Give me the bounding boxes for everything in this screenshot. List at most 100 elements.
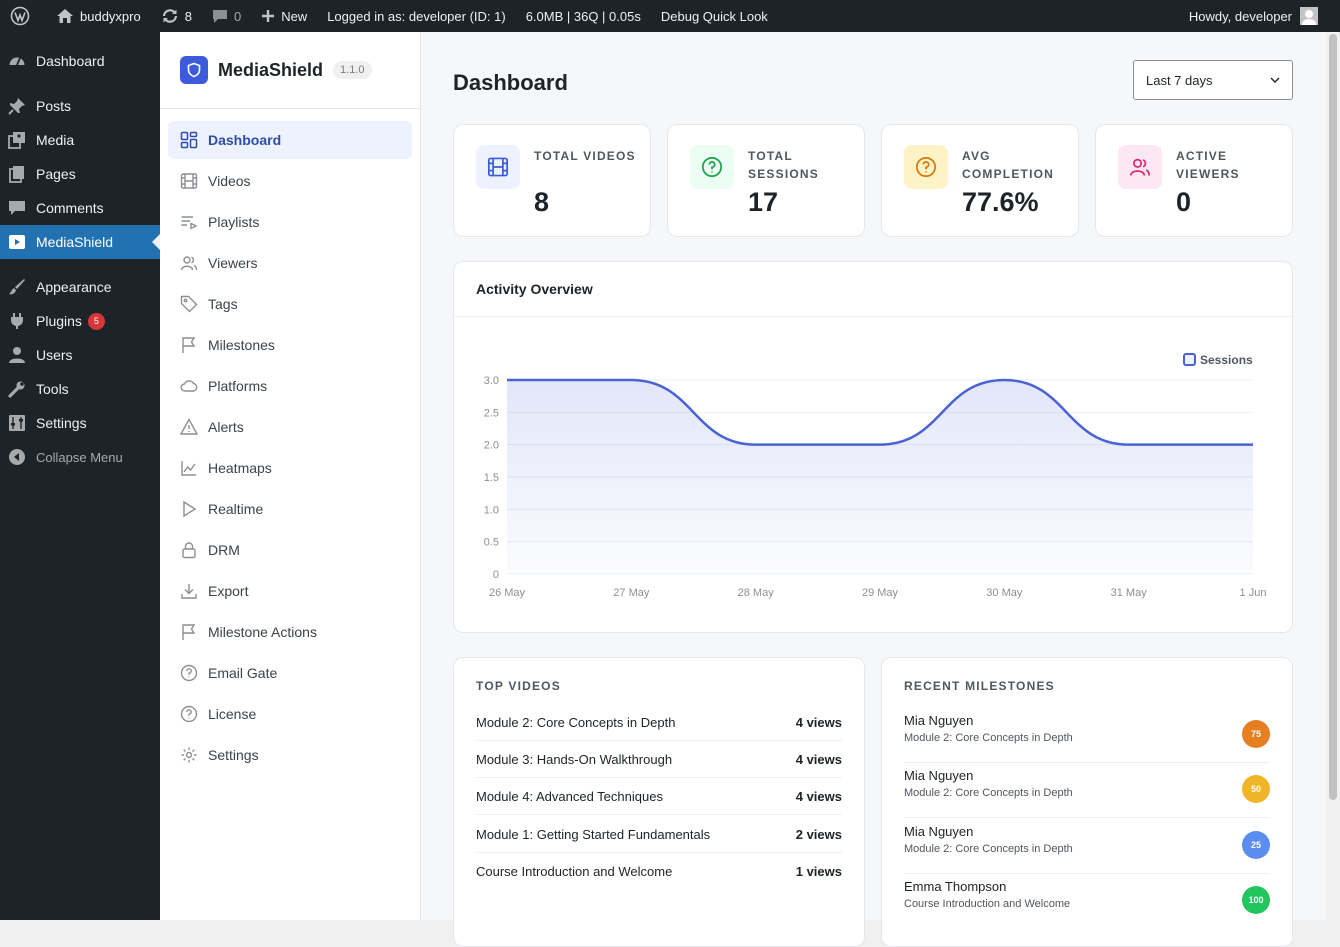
video-row[interactable]: Module 1: Getting Started Fundamentals 2 … [476, 816, 842, 853]
logged-in-info: Logged in as: developer (ID: 1) [317, 0, 516, 32]
menu-item-users[interactable]: Users [0, 338, 160, 372]
plugin-nav-settings[interactable]: Settings [168, 736, 412, 774]
shield-icon [187, 62, 201, 78]
film-icon [180, 173, 198, 189]
menu-item-media[interactable]: Media [0, 123, 160, 157]
plugin-nav-milestone-actions[interactable]: Milestone Actions [168, 613, 412, 651]
help-circle-icon [180, 664, 198, 682]
nav-label: Email Gate [208, 665, 278, 681]
plugin-nav-license[interactable]: License [168, 695, 412, 733]
grid-icon [180, 131, 198, 149]
gear-icon [181, 747, 197, 763]
stat-icon-box [690, 145, 734, 189]
menu-item-appearance[interactable]: Appearance [0, 270, 160, 304]
menu-item-dashboard[interactable]: Dashboard [0, 44, 160, 78]
stat-label: AVG COMPLETION [962, 149, 1054, 181]
nav-label: License [208, 706, 257, 722]
video-row[interactable]: Module 3: Hands-On Walkthrough 4 views [476, 741, 842, 778]
date-range-select[interactable]: Last 7 days [1133, 60, 1293, 100]
nav-label: Settings [208, 747, 259, 763]
stat-icon-box [904, 145, 948, 189]
plugin-nav-milestones[interactable]: Milestones [168, 326, 412, 364]
menu-item-tools[interactable]: Tools [0, 372, 160, 406]
download-icon [181, 584, 197, 599]
comments-link[interactable]: 0 [202, 0, 251, 32]
y-tick-label: 1.0 [484, 504, 499, 516]
plugin-nav-export[interactable]: Export [168, 572, 412, 610]
video-icon [9, 235, 25, 249]
comments-count: 0 [233, 8, 242, 24]
video-name: Module 1: Getting Started Fundamentals [476, 826, 711, 842]
home-icon [57, 9, 73, 23]
warning-icon [180, 418, 198, 435]
chart-icon [181, 461, 196, 476]
scrollbar-thumb[interactable] [1329, 34, 1337, 800]
y-tick-label: 0.5 [484, 537, 499, 549]
site-name-link[interactable]: buddyxpro [46, 0, 151, 32]
plugin-nav-dashboard[interactable]: Dashboard [168, 121, 412, 159]
stat-label: TOTAL SESSIONS [748, 149, 819, 181]
video-row[interactable]: Module 4: Advanced Techniques 4 views [476, 778, 842, 815]
plugin-nav-viewers[interactable]: Viewers [168, 244, 412, 282]
milestone-row: Mia Nguyen Module 2: Core Concepts in De… [904, 763, 1270, 818]
updates-link[interactable]: 8 [151, 0, 202, 32]
video-row[interactable]: Module 2: Core Concepts in Depth 4 views [476, 704, 842, 741]
plugin-nav-realtime[interactable]: Realtime [168, 490, 412, 528]
stat-label: ACTIVE VIEWERS [1176, 149, 1240, 181]
stat-card-total-videos: TOTAL VIDEOS 8 [453, 124, 651, 237]
nav-label: Dashboard [208, 132, 282, 148]
plugin-nav-drm[interactable]: DRM [168, 531, 412, 569]
question-circle-icon [915, 156, 937, 178]
nav-label: Alerts [208, 419, 244, 435]
x-tick-label: 31 May [1111, 587, 1148, 599]
wp-logo-menu[interactable] [0, 0, 46, 32]
video-views: 2 views [795, 826, 842, 842]
menu-item-posts[interactable]: Posts [0, 89, 160, 123]
menu-item-plugins[interactable]: Plugins 5 [0, 304, 160, 338]
stat-value: 0 [1176, 187, 1192, 217]
plugin-nav-alerts[interactable]: Alerts [168, 408, 412, 446]
video-title: Course Introduction and Welcome [904, 898, 1071, 910]
admin-menu: Dashboard Posts Media Pages Comments Med… [0, 32, 160, 920]
plugin-nav-heatmaps[interactable]: Heatmaps [168, 449, 412, 487]
new-content-link[interactable]: New [251, 0, 317, 32]
perf-info[interactable]: 6.0MB | 36Q | 0.05s [516, 0, 651, 32]
stat-card-active-viewers: ACTIVE VIEWERS 0 [1095, 124, 1293, 237]
collapse-menu-button[interactable]: Collapse Menu [0, 440, 160, 474]
stat-card-total-sessions: TOTAL SESSIONS 17 [667, 124, 865, 237]
menu-item-settings[interactable]: Settings [0, 406, 160, 440]
play-icon [183, 500, 197, 518]
page-scrollbar[interactable] [1326, 32, 1340, 920]
video-views: 1 views [795, 864, 842, 879]
updates-icon [162, 9, 177, 23]
pages-icon [9, 166, 24, 183]
video-name: Module 4: Advanced Techniques [476, 788, 663, 804]
my-account-menu[interactable]: Howdy, developer [1179, 0, 1340, 32]
updates-count: 8 [184, 8, 192, 24]
video-name: Course Introduction and Welcome [476, 864, 673, 879]
menu-item-comments[interactable]: Comments [0, 191, 160, 225]
plugin-nav-platforms[interactable]: Platforms [168, 367, 412, 405]
menu-item-mediashield[interactable]: MediaShield [0, 225, 160, 259]
plugin-nav-playlists[interactable]: Playlists [168, 203, 412, 241]
settings-icon [9, 415, 25, 431]
x-tick-label: 27 May [613, 587, 650, 599]
y-tick-label: 2.0 [484, 440, 499, 452]
top-videos-card: TOP VIDEOS Module 2: Core Concepts in De… [453, 657, 865, 947]
video-views: 4 views [795, 788, 842, 804]
debug-quick-look[interactable]: Debug Quick Look [651, 0, 778, 32]
x-tick-label: 1 Jun [1240, 587, 1267, 599]
stat-value: 77.6% [962, 187, 1039, 217]
plugin-nav-videos[interactable]: Videos [168, 162, 412, 200]
milestone-badge: 50 [1242, 775, 1270, 803]
plugin-nav-tags[interactable]: Tags [168, 285, 412, 323]
video-row[interactable]: Course Introduction and Welcome 1 views [476, 853, 842, 890]
plugin-nav-email-gate[interactable]: Email Gate [168, 654, 412, 692]
nav-label: Viewers [208, 255, 258, 271]
menu-label: Media [36, 132, 75, 148]
menu-label: Tools [36, 381, 69, 397]
logged-in-text: Logged in as: developer (ID: 1) [327, 8, 506, 24]
comments-icon [9, 201, 25, 215]
nav-label: Milestones [208, 337, 275, 353]
menu-item-pages[interactable]: Pages [0, 157, 160, 191]
